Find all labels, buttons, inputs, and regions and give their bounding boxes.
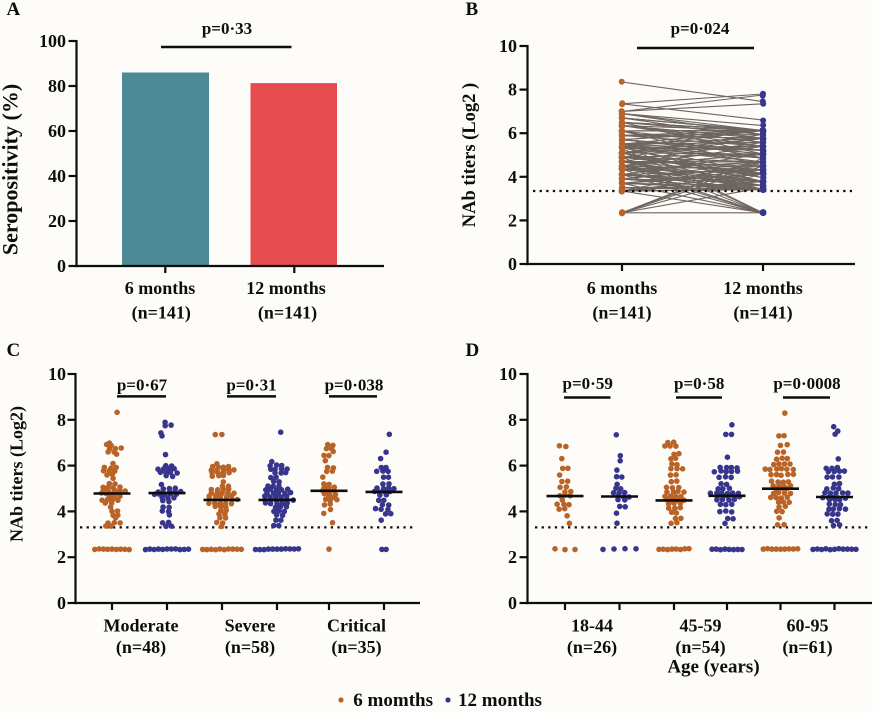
svg-text:Critical: Critical	[327, 616, 386, 636]
svg-text:p=0·0008: p=0·0008	[773, 374, 840, 393]
svg-text:8: 8	[508, 410, 517, 430]
svg-text:p=0·59: p=0·59	[563, 374, 613, 393]
svg-text:45-59: 45-59	[680, 616, 722, 636]
svg-text:6: 6	[508, 123, 517, 143]
svg-text:2: 2	[57, 547, 66, 567]
svg-text:10: 10	[48, 364, 66, 384]
svg-text:8: 8	[57, 410, 66, 430]
svg-text:(n=141): (n=141)	[132, 303, 191, 324]
svg-text:Severe: Severe	[225, 616, 276, 636]
svg-text:2: 2	[508, 210, 517, 230]
svg-text:(n=48): (n=48)	[116, 637, 166, 658]
svg-text:p=0·038: p=0·038	[325, 376, 384, 395]
svg-text:4: 4	[508, 501, 517, 521]
svg-text:Seropositivity (%): Seropositivity (%)	[0, 84, 23, 255]
svg-text:80: 80	[48, 76, 66, 96]
svg-text:p=0·31: p=0·31	[226, 376, 276, 395]
svg-text:(n=54): (n=54)	[675, 637, 725, 658]
svg-text:60-95: 60-95	[787, 616, 829, 636]
svg-text:(n=26): (n=26)	[567, 637, 617, 658]
svg-text:NAb titers (Log2): NAb titers (Log2)	[7, 406, 28, 542]
svg-text:40: 40	[48, 166, 66, 186]
svg-text:NAb titers (Log2 ): NAb titers (Log2 )	[460, 83, 480, 227]
svg-text:0: 0	[508, 593, 517, 613]
svg-text:Age (years): Age (years)	[667, 657, 759, 678]
svg-text:(n=141): (n=141)	[733, 303, 792, 324]
svg-text:2: 2	[508, 547, 517, 567]
svg-text:6 momths: 6 momths	[353, 690, 433, 711]
svg-text:100: 100	[39, 31, 66, 51]
svg-text:(n=58): (n=58)	[225, 637, 275, 658]
svg-text:12 months: 12 months	[723, 278, 803, 298]
svg-text:C: C	[7, 340, 21, 361]
svg-text:8: 8	[508, 80, 517, 100]
svg-text:0: 0	[57, 256, 66, 276]
svg-text:p=0·58: p=0·58	[674, 374, 724, 393]
svg-text:(n=141): (n=141)	[258, 303, 317, 324]
svg-text:12 months: 12 months	[458, 690, 542, 711]
svg-text:18-44: 18-44	[571, 616, 613, 636]
svg-text:10: 10	[499, 36, 517, 56]
svg-text:6: 6	[508, 456, 517, 476]
svg-text:6 months: 6 months	[125, 278, 196, 298]
svg-text:p=0·33: p=0·33	[202, 19, 252, 38]
svg-text:Moderate: Moderate	[104, 616, 179, 636]
svg-text:60: 60	[48, 121, 66, 141]
svg-text:D: D	[466, 340, 480, 361]
svg-text:p=0·67: p=0·67	[117, 376, 168, 395]
svg-text:6 months: 6 months	[587, 278, 658, 298]
svg-text:10: 10	[499, 364, 517, 384]
svg-text:A: A	[7, 0, 21, 20]
svg-text:B: B	[466, 0, 479, 20]
svg-text:0: 0	[508, 254, 517, 274]
svg-text:(n=35): (n=35)	[331, 637, 381, 658]
svg-text:0: 0	[57, 593, 66, 613]
svg-text:(n=61): (n=61)	[782, 637, 832, 658]
svg-text:(n=141): (n=141)	[592, 303, 651, 324]
svg-text:12 months: 12 months	[246, 278, 326, 298]
svg-text:20: 20	[48, 211, 66, 231]
svg-text:4: 4	[508, 167, 517, 187]
svg-text:p=0·024: p=0·024	[671, 19, 730, 38]
svg-text:4: 4	[57, 501, 66, 521]
svg-text:6: 6	[57, 456, 66, 476]
